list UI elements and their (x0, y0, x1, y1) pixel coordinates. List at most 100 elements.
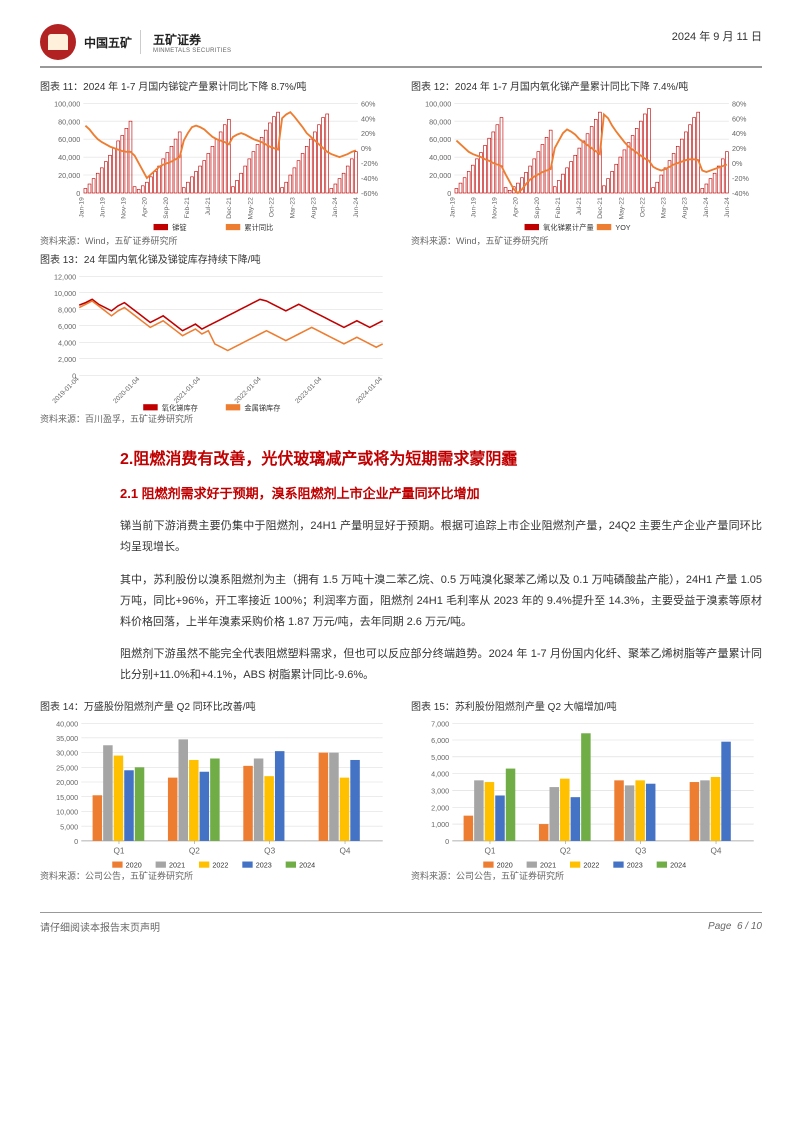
svg-text:Aug-23: Aug-23 (682, 197, 689, 219)
svg-text:7,000: 7,000 (431, 720, 449, 729)
svg-text:0%: 0% (732, 159, 743, 168)
header: 中国五矿 五矿证券 MINMETALS SECURITIES 2024 年 9 … (40, 24, 762, 68)
svg-text:Dec-21: Dec-21 (597, 197, 604, 219)
svg-text:2024-01-04: 2024-01-04 (355, 376, 384, 405)
svg-text:15,000: 15,000 (56, 793, 78, 802)
section-2-1-title: 2.1 阻燃剂需求好于预期，溴系阻燃剂上市企业产量同环比增加 (120, 483, 762, 502)
svg-text:Sep-20: Sep-20 (163, 197, 170, 219)
svg-text:Dec-21: Dec-21 (226, 197, 233, 219)
svg-text:5,000: 5,000 (431, 753, 449, 762)
svg-text:Mar-23: Mar-23 (290, 197, 297, 218)
svg-text:6,000: 6,000 (431, 736, 449, 745)
svg-text:100,000: 100,000 (54, 99, 80, 108)
svg-text:Q2: Q2 (560, 846, 571, 855)
row-charts-11-12: 图表 11：2024 年 1-7 月国内锑锭产量累计同比下降 8.7%/吨 02… (40, 78, 762, 247)
svg-text:Aug-23: Aug-23 (311, 197, 318, 219)
svg-text:2024: 2024 (670, 861, 686, 870)
para-2: 其中，苏利股份以溴系阻燃剂为主（拥有 1.5 万吨十溴二苯乙烷、0.5 万吨溴化… (120, 570, 762, 633)
svg-text:Jul-21: Jul-21 (576, 197, 583, 215)
chart15-title: 图表 15：苏利股份阻燃剂产量 Q2 大幅增加/吨 (411, 698, 762, 713)
svg-text:4,000: 4,000 (431, 770, 449, 779)
logo-icon (40, 24, 76, 60)
svg-text:2022: 2022 (583, 861, 599, 870)
chart13-title: 图表 13：24 年国内氧化锑及锑锭库存持续下降/吨 (40, 251, 391, 266)
svg-text:6,000: 6,000 (58, 322, 76, 331)
svg-text:Q1: Q1 (113, 846, 124, 855)
svg-text:60%: 60% (361, 99, 376, 108)
svg-text:-60%: -60% (361, 189, 378, 198)
svg-text:Q3: Q3 (264, 846, 275, 855)
svg-text:Jun-24: Jun-24 (353, 197, 360, 218)
chart12: 020,00040,00060,00080,000100,000-40%-20%… (411, 97, 762, 232)
svg-text:2020: 2020 (497, 861, 513, 870)
svg-text:100,000: 100,000 (425, 99, 451, 108)
logo-area: 中国五矿 五矿证券 MINMETALS SECURITIES (40, 24, 231, 60)
svg-text:金属锑库存: 金属锑库存 (244, 403, 280, 412)
svg-text:10,000: 10,000 (56, 808, 78, 817)
svg-text:Feb-21: Feb-21 (555, 197, 562, 218)
chart11-title: 图表 11：2024 年 1-7 月国内锑锭产量累计同比下降 8.7%/吨 (40, 78, 391, 93)
svg-text:10,000: 10,000 (54, 289, 76, 298)
para-3: 阻燃剂下游虽然不能完全代表阻燃塑料需求，但也可以反应部分终端趋势。2024 年 … (120, 644, 762, 686)
svg-text:25,000: 25,000 (56, 764, 78, 773)
svg-text:2021: 2021 (540, 861, 556, 870)
chart11-container: 图表 11：2024 年 1-7 月国内锑锭产量累计同比下降 8.7%/吨 02… (40, 78, 391, 247)
section-2-title: 2.阻燃消费有改善，光伏玻璃减产或将为短期需求蒙阴霾 (120, 445, 762, 469)
chart12-container: 图表 12：2024 年 1-7 月国内氧化锑产量累计同比下降 7.4%/吨 0… (411, 78, 762, 247)
svg-text:Nov-19: Nov-19 (121, 197, 128, 219)
svg-text:8,000: 8,000 (58, 305, 76, 314)
svg-text:60,000: 60,000 (429, 135, 451, 144)
svg-text:40%: 40% (732, 129, 747, 138)
svg-text:2,000: 2,000 (58, 355, 76, 364)
svg-text:Jan-19: Jan-19 (78, 197, 85, 218)
footer-disclaimer: 请仔细阅读本报告末页声明 (40, 919, 160, 934)
svg-text:YOY: YOY (615, 223, 630, 232)
svg-text:Q4: Q4 (711, 846, 722, 855)
svg-text:80,000: 80,000 (58, 117, 80, 126)
svg-text:累计同比: 累计同比 (244, 223, 273, 232)
logo-en: MINMETALS SECURITIES (153, 48, 231, 54)
svg-text:40,000: 40,000 (429, 153, 451, 162)
svg-text:Jan-24: Jan-24 (332, 197, 339, 218)
svg-text:3,000: 3,000 (431, 787, 449, 796)
svg-text:May-22: May-22 (247, 197, 254, 220)
svg-text:-40%: -40% (361, 174, 378, 183)
svg-text:20,000: 20,000 (58, 171, 80, 180)
svg-text:20,000: 20,000 (429, 171, 451, 180)
svg-text:0: 0 (445, 837, 449, 846)
svg-text:20,000: 20,000 (56, 778, 78, 787)
svg-text:氧化锑累计产量: 氧化锑累计产量 (543, 223, 594, 232)
svg-text:2022-01-04: 2022-01-04 (234, 376, 263, 405)
chart14: 05,00010,00015,00020,00025,00030,00035,0… (40, 717, 391, 867)
svg-text:2023: 2023 (256, 861, 272, 870)
svg-text:40%: 40% (361, 114, 376, 123)
svg-text:Jun-24: Jun-24 (724, 197, 731, 218)
svg-text:Jul-21: Jul-21 (205, 197, 212, 215)
svg-text:-20%: -20% (361, 159, 378, 168)
svg-text:2023: 2023 (627, 861, 643, 870)
svg-text:Q3: Q3 (635, 846, 646, 855)
svg-text:Oct-22: Oct-22 (639, 197, 646, 217)
svg-text:Feb-21: Feb-21 (184, 197, 191, 218)
svg-text:0: 0 (74, 837, 78, 846)
svg-text:2024: 2024 (299, 861, 315, 870)
svg-text:2019-01-04: 2019-01-04 (51, 376, 80, 405)
svg-text:Apr-20: Apr-20 (142, 197, 149, 217)
svg-text:12,000: 12,000 (54, 272, 76, 281)
svg-text:Oct-22: Oct-22 (268, 197, 275, 217)
svg-text:2021: 2021 (169, 861, 185, 870)
logo-sec: 五矿证券 (153, 31, 231, 48)
svg-text:锑锭: 锑锭 (172, 223, 186, 232)
svg-text:Nov-19: Nov-19 (492, 197, 499, 219)
svg-text:80,000: 80,000 (429, 117, 451, 126)
svg-text:Q2: Q2 (189, 846, 200, 855)
svg-text:2022: 2022 (212, 861, 228, 870)
row-charts-14-15: 图表 14：万盛股份阻燃剂产量 Q2 同环比改善/吨 05,00010,0001… (40, 698, 762, 882)
svg-text:2,000: 2,000 (431, 804, 449, 813)
chart12-title: 图表 12：2024 年 1-7 月国内氧化锑产量累计同比下降 7.4%/吨 (411, 78, 762, 93)
svg-text:Apr-20: Apr-20 (513, 197, 520, 217)
header-date: 2024 年 9 月 11 日 (672, 28, 762, 44)
logo-cn: 中国五矿 (84, 34, 132, 51)
chart13-container: 图表 13：24 年国内氧化锑及锑锭库存持续下降/吨 02,0004,0006,… (40, 251, 391, 425)
footer-page: Page 6 / 10 (708, 921, 762, 932)
